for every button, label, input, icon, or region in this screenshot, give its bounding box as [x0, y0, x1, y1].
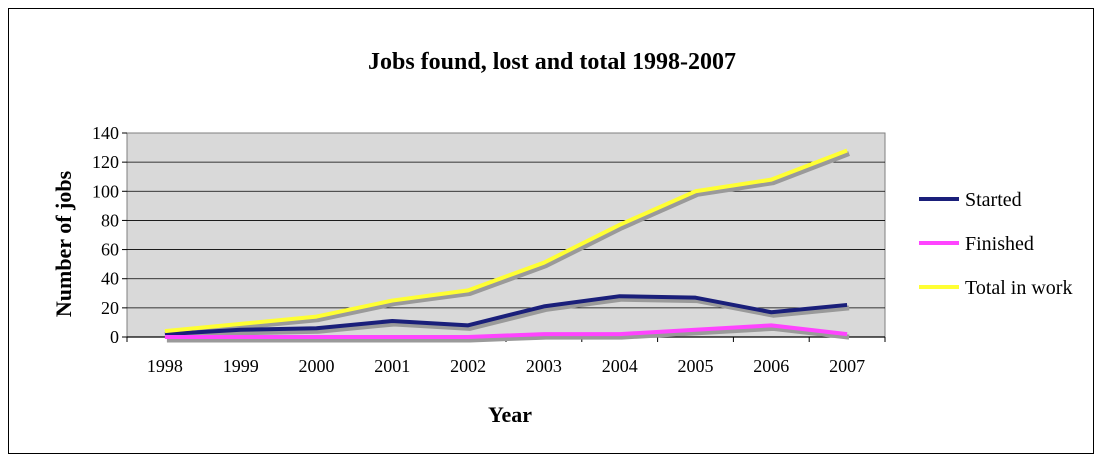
legend-label: Finished — [965, 233, 1034, 255]
x-tick-label: 2005 — [678, 356, 714, 376]
series-shadow — [166, 325, 850, 343]
x-tick-label: 2001 — [374, 356, 410, 376]
chart-title: Jobs found, lost and total 1998-2007 — [368, 49, 736, 75]
y-tick-label: 100 — [92, 181, 119, 201]
series-shadow — [166, 151, 850, 337]
series-shadows — [166, 151, 850, 343]
y-tick-label: 0 — [110, 327, 119, 347]
chart-frame: Jobs found, lost and total 1998-2007 0 20… — [8, 8, 1094, 454]
legend-label: Total in work — [965, 277, 1072, 299]
legend: Started Finished Total in work — [919, 189, 1072, 299]
series-line — [164, 294, 848, 337]
x-tick-label: 2000 — [299, 356, 335, 376]
series-line — [164, 148, 848, 334]
y-tick-label: 60 — [101, 240, 119, 260]
x-tick-label: 2004 — [602, 356, 638, 376]
plot-area — [126, 132, 886, 338]
x-tick-label: 2007 — [829, 356, 865, 376]
y-tick-label: 40 — [101, 269, 119, 289]
x-tick-label: 2006 — [753, 356, 789, 376]
x-tick-label: 2002 — [450, 356, 486, 376]
y-tick-label: 140 — [92, 123, 119, 143]
x-tick-label: 1999 — [223, 356, 259, 376]
legend-label: Started — [965, 189, 1022, 211]
series-shadow — [166, 296, 850, 340]
chart: Jobs found, lost and total 1998-2007 0 20… — [51, 49, 1072, 427]
y-axis-ticks: 0 20 40 60 80 100 120 140 — [92, 123, 127, 347]
y-tick-label: 80 — [101, 210, 119, 230]
y-axis-label: Number of jobs — [51, 170, 76, 317]
y-tick-label: 20 — [101, 298, 119, 318]
x-tick-label: 1998 — [147, 356, 183, 376]
series-lines — [164, 148, 848, 339]
series-line — [164, 323, 848, 339]
x-tick-label: 2003 — [526, 356, 562, 376]
x-axis-label: Year — [488, 402, 532, 427]
x-axis-ticks: 1998 1999 2000 2001 2002 2003 2004 2005 2006 2007 — [126, 337, 886, 376]
y-tick-label: 120 — [92, 152, 119, 172]
